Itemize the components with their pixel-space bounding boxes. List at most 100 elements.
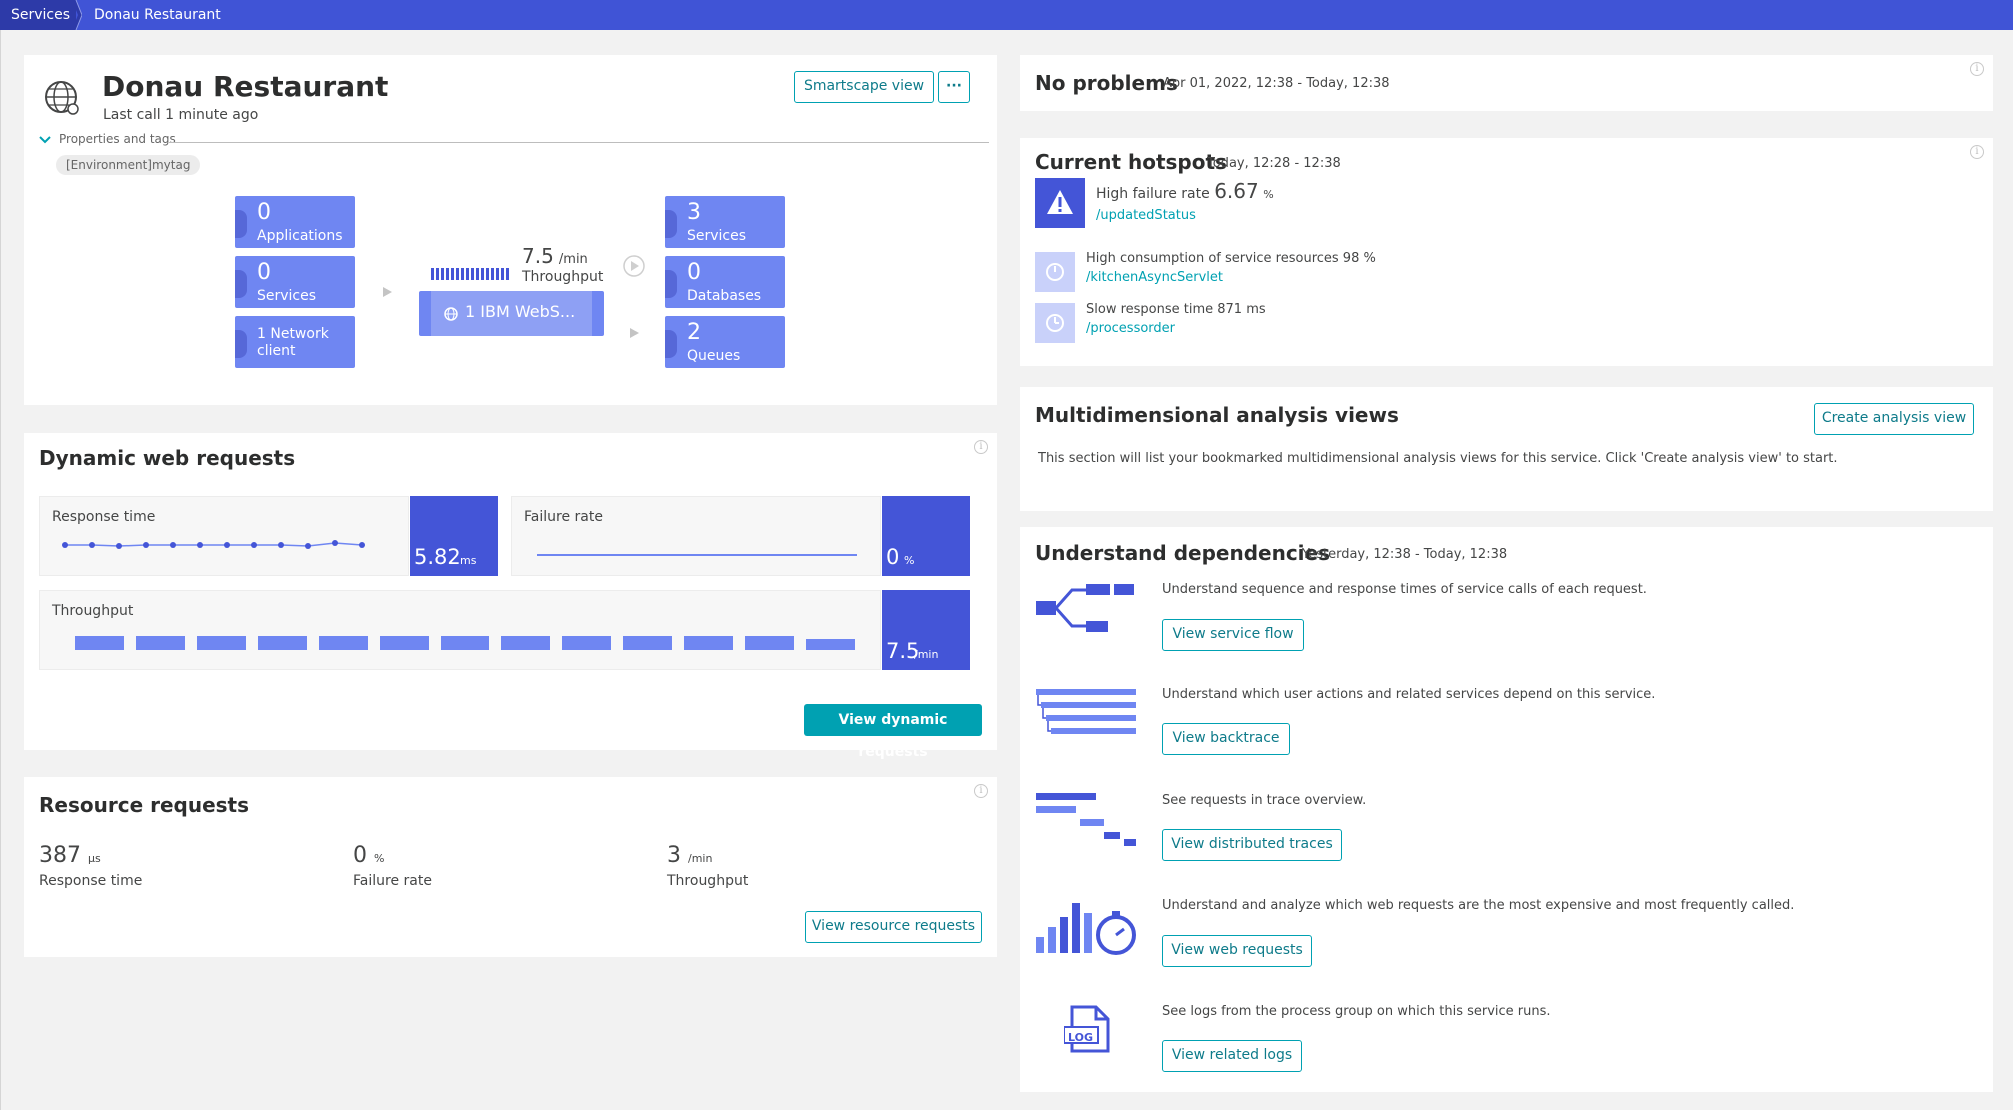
info-icon[interactable]: i [974, 784, 988, 798]
tile-called-services[interactable]: 3 Services [665, 196, 785, 248]
analysis-title: Multidimensional analysis views [1035, 403, 1399, 427]
hotspot-failure-value: 6.67 [1214, 179, 1259, 203]
log-icon-text: LOG [1068, 1031, 1093, 1044]
chevron-down-icon [39, 136, 51, 144]
view-backtrace-button[interactable]: View backtrace [1162, 723, 1290, 755]
resource-title: Resource requests [39, 793, 250, 817]
hotspot-failure-link[interactable]: /updatedStatus [1096, 208, 1196, 223]
dependencies-title: Understand dependencies [1035, 541, 1330, 565]
throughput-tile[interactable]: Throughput 7.5 /min [39, 590, 970, 670]
databases-label: Databases [687, 288, 762, 304]
dynamic-title: Dynamic web requests [39, 446, 296, 470]
dependencies-card: Understand dependencies Yesterday, 12:38… [1020, 527, 1993, 1092]
problems-card: No problems Apr 01, 2022, 12:38 - Today,… [1020, 55, 1993, 111]
queue-icon [665, 330, 677, 358]
failure-rate-unit: % [904, 554, 915, 567]
web-requests-text: Understand and analyze which web request… [1162, 898, 1795, 913]
throughput-bar [745, 636, 795, 650]
queues-label: Queues [687, 348, 741, 364]
problems-title: No problems [1035, 71, 1178, 95]
tag-chip[interactable]: [Environment]mytag [56, 155, 201, 175]
resource-requests-card: Resource requests i 387 µs Response time… [24, 777, 997, 957]
called-services-gear-icon [665, 210, 677, 238]
throughput-bar [75, 636, 124, 650]
resource-rt-number: 387 [39, 843, 81, 868]
throughput-bar [501, 636, 551, 650]
play-circle-icon[interactable] [622, 254, 646, 278]
distributed-traces-text: See requests in trace overview. [1162, 793, 1367, 808]
breadcrumb-services[interactable]: Services [0, 0, 76, 30]
hotspot-slow-text: Slow response time 871 ms [1086, 302, 1266, 317]
smartscape-view-button[interactable]: Smartscape view [794, 71, 934, 103]
tile-applications[interactable]: 0 Applications [235, 196, 355, 248]
service-overview-card: Donau Restaurant Last call 1 minute ago … [24, 55, 997, 405]
throughput-label: Throughput [522, 269, 604, 285]
dynamic-requests-card: Dynamic web requests i Response time 5.8… [24, 433, 997, 760]
top-bar: Services Donau Restaurant [0, 0, 2013, 30]
throughput-tile-unit: /min [914, 648, 939, 661]
throughput-bar [379, 636, 429, 650]
applications-icon [235, 210, 247, 238]
view-resource-requests-button[interactable]: View resource requests [805, 911, 982, 943]
throughput-bar [257, 636, 307, 650]
process-tile-inner [431, 291, 592, 336]
tile-calling-services[interactable]: 0 Services [235, 256, 355, 308]
throughput-tile-value: 7.5 [886, 639, 920, 663]
hotspot-resource-text: High consumption of service resources 98… [1086, 251, 1376, 266]
hotspot-slow-icon-box [1035, 303, 1075, 343]
arrow-right-icon [383, 287, 392, 297]
warning-icon [1047, 190, 1073, 214]
service-globe-icon [45, 81, 79, 115]
log-icon [1064, 1005, 1110, 1053]
service-flow-icon [1036, 584, 1134, 632]
throughput-value: 7.5 [522, 244, 554, 268]
create-analysis-view-button[interactable]: Create analysis view [1814, 403, 1974, 435]
tile-queues[interactable]: 2 Queues [665, 316, 785, 368]
more-options-button[interactable]: ··· [938, 71, 970, 103]
info-icon[interactable]: i [974, 440, 988, 454]
service-title: Donau Restaurant [102, 70, 389, 103]
tile-databases[interactable]: 0 Databases [665, 256, 785, 308]
backtrace-text: Understand which user actions and relate… [1162, 687, 1656, 702]
tile-network-client[interactable]: 1 Network client [235, 316, 355, 368]
breadcrumb-current: Donau Restaurant [94, 7, 221, 23]
analysis-text: This section will list your bookmarked m… [1038, 451, 1838, 466]
failure-rate-sparkline [537, 554, 857, 556]
view-related-logs-button[interactable]: View related logs [1162, 1040, 1302, 1072]
network-client-label: 1 Network client [257, 326, 329, 359]
failure-rate-value-box: 0 % [882, 496, 970, 576]
related-logs-text: See logs from the process group on which… [1162, 1004, 1551, 1019]
hotspot-failure-text: High failure rate 6.67 % [1096, 179, 1274, 203]
throughput-bar [196, 636, 246, 650]
throughput-bars [431, 268, 511, 280]
network-client-icon [235, 330, 247, 358]
process-label: 1 IBM WebS... [465, 302, 576, 321]
throughput-bar [440, 636, 490, 650]
info-icon[interactable]: i [1970, 145, 1984, 159]
resource-rt-unit: µs [88, 852, 101, 865]
calling-services-count: 0 [257, 260, 271, 285]
response-time-label: Response time [52, 509, 156, 525]
resource-fr-unit: % [374, 852, 385, 865]
view-web-requests-button[interactable]: View web requests [1162, 935, 1312, 967]
hotspot-resource-link[interactable]: /kitchenAsyncServlet [1086, 270, 1223, 285]
left-border [0, 30, 1, 1110]
throughput-bar-chart [75, 636, 855, 652]
properties-toggle[interactable]: Properties and tags [39, 132, 989, 148]
throughput-tile-label: Throughput [52, 603, 134, 619]
services-gear-icon [235, 270, 247, 298]
view-dynamic-requests-button[interactable]: View dynamic requests [804, 704, 982, 760]
hotspot-slow-link[interactable]: /processorder [1086, 321, 1176, 336]
breadcrumb-separator-icon [72, 0, 82, 30]
analysis-card: Multidimensional analysis views Create a… [1020, 387, 1993, 511]
process-tile[interactable]: 1 IBM WebS... [419, 291, 604, 336]
hotspot-failure-label: High failure rate [1096, 186, 1210, 202]
info-icon[interactable]: i [1970, 62, 1984, 76]
failure-rate-tile[interactable]: Failure rate 0 % [511, 496, 970, 576]
response-time-tile[interactable]: Response time 5.82 ms [39, 496, 498, 576]
hotspots-title: Current hotspots [1035, 150, 1227, 174]
view-service-flow-button[interactable]: View service flow [1162, 619, 1304, 651]
throughput-bar [318, 636, 368, 650]
view-distributed-traces-button[interactable]: View distributed traces [1162, 829, 1342, 861]
failure-rate-label: Failure rate [524, 509, 603, 525]
